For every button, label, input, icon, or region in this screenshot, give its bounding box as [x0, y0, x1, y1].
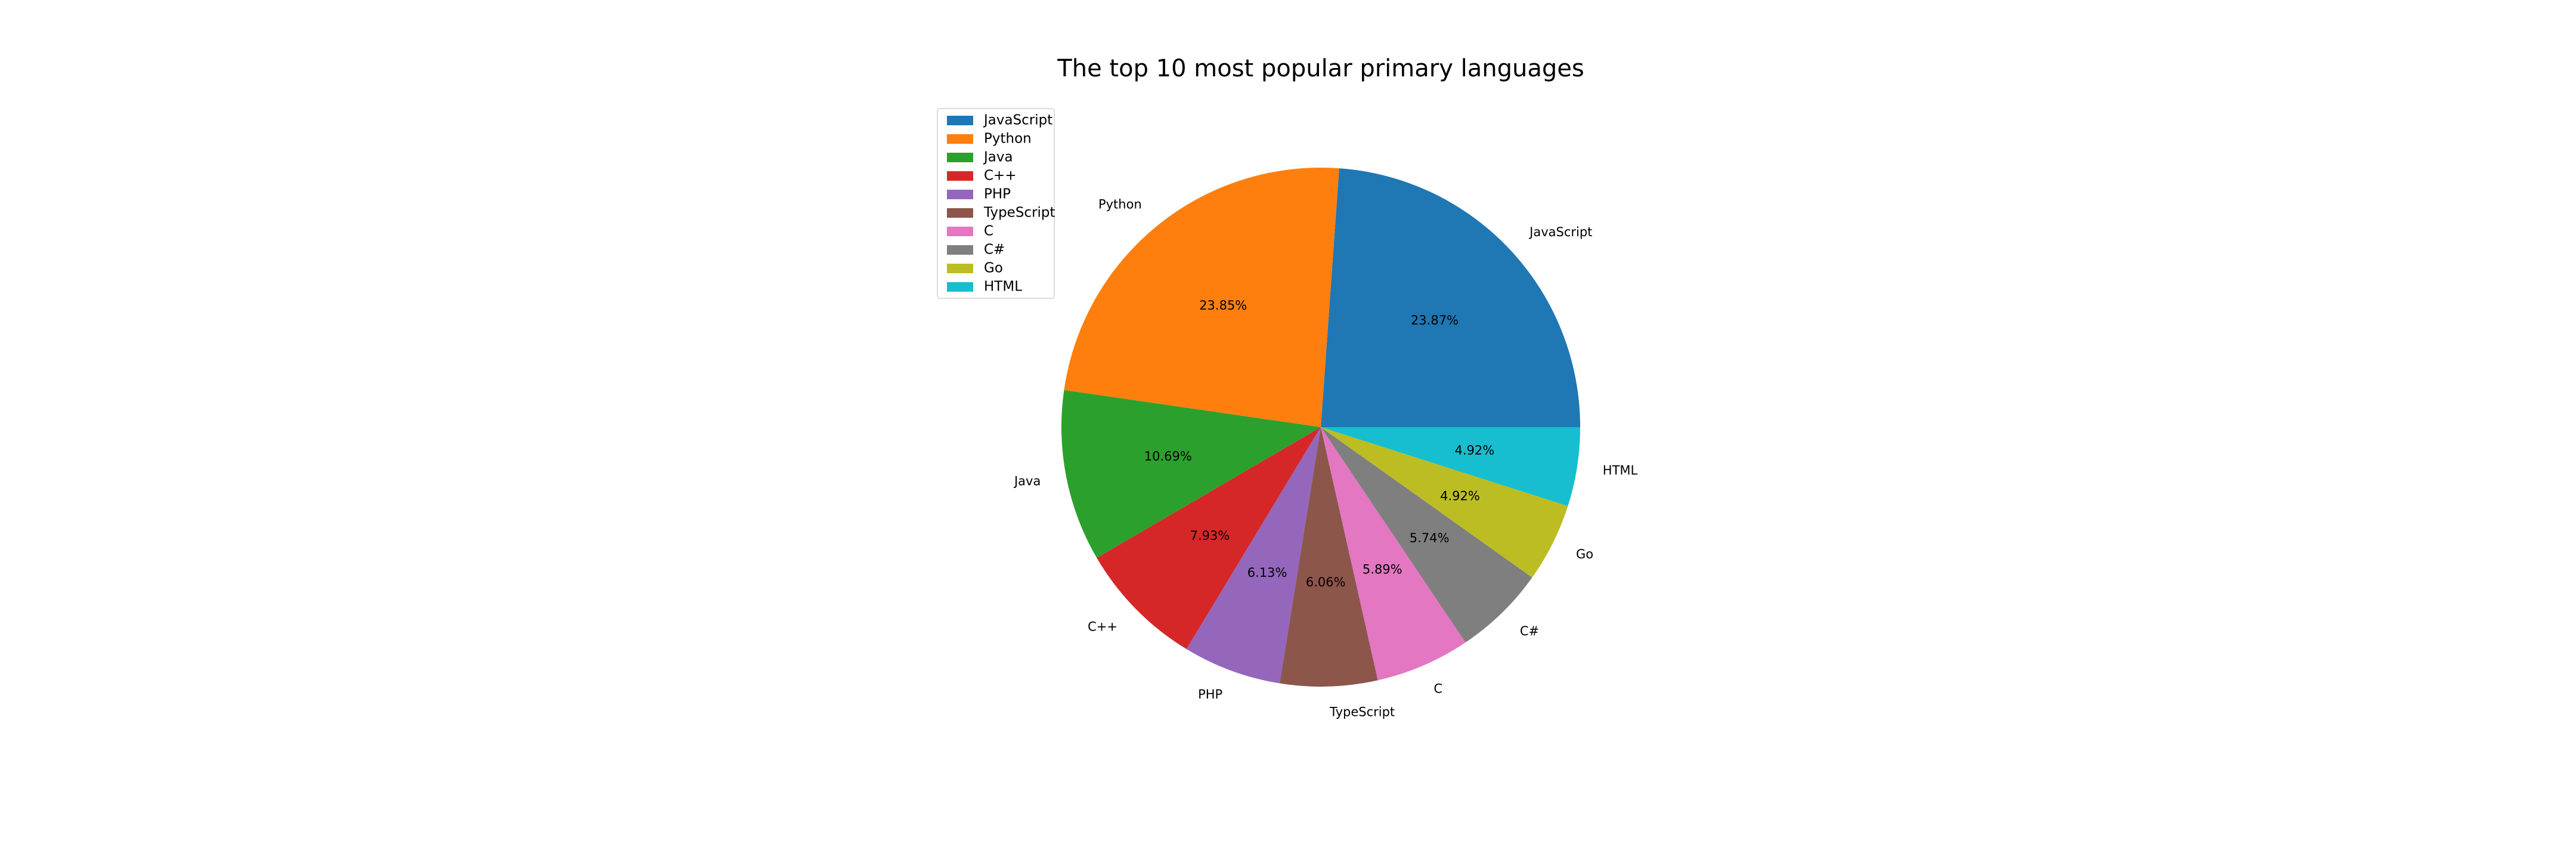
legend-label-python: Python: [984, 131, 1032, 147]
pie-slice-php: [1186, 427, 1321, 684]
pie-slice-java: [1061, 390, 1321, 558]
legend-label-html: HTML: [984, 279, 1022, 295]
pie-slice-html: [1321, 427, 1580, 506]
pie-slice-labels: JavaScript Python Java C++ PHP TypeScript C C# G…: [1013, 197, 1638, 719]
pie-slice-python: [1064, 168, 1339, 427]
legend-items: JavaScript Python Java C++ PHP TypeScript C C# G…: [947, 113, 1055, 295]
pie-slice-c: [1321, 427, 1466, 681]
pie-slice-go: [1321, 427, 1568, 578]
legend-swatch-csharp: [947, 245, 973, 255]
pie-slice-cplusplus: [1097, 427, 1321, 650]
legend-swatch-go: [947, 264, 973, 273]
slice-percent-html: 4.92%: [1455, 443, 1495, 458]
pie-slice-javascript: [1321, 168, 1580, 427]
slice-label-go: Go: [1576, 547, 1593, 561]
slice-label-php: PHP: [1198, 687, 1222, 702]
slice-label-typescript: TypeScript: [1329, 704, 1395, 719]
slice-percent-cplusplus: 7.93%: [1190, 529, 1230, 543]
legend-swatch-c: [947, 227, 973, 236]
pie-slice-typescript: [1280, 427, 1378, 687]
legend-label-c: C: [984, 224, 993, 239]
legend-label-java: Java: [983, 150, 1013, 165]
legend-swatch-typescript: [947, 208, 973, 218]
pie-percent-labels: 23.87% 23.85% 10.69% 7.93% 6.13% 6.06% 5.89% 5.…: [1144, 298, 1494, 589]
legend-swatch-php: [947, 190, 973, 199]
pie-slices: [1061, 168, 1580, 687]
chart-legend: JavaScript Python Java C++ PHP TypeScript C C# G…: [937, 108, 1055, 299]
slice-label-java: Java: [1013, 474, 1041, 489]
legend-swatch-javascript: [947, 116, 973, 125]
slice-percent-java: 10.69%: [1144, 449, 1192, 464]
slice-percent-python: 23.85%: [1199, 298, 1247, 313]
slice-label-javascript: JavaScript: [1528, 225, 1592, 239]
slice-percent-c: 5.89%: [1363, 563, 1402, 577]
legend-swatch-cplusplus: [947, 171, 973, 181]
legend-label-php: PHP: [984, 187, 1011, 202]
slice-label-python: Python: [1098, 197, 1142, 211]
slice-percent-csharp: 5.74%: [1410, 531, 1450, 545]
legend-swatch-python: [947, 134, 973, 144]
legend-label-csharp: C#: [984, 242, 1005, 258]
slice-label-csharp: C#: [1520, 624, 1539, 638]
slice-percent-php: 6.13%: [1247, 566, 1287, 580]
chart-title: The top 10 most popular primary language…: [1057, 55, 1584, 82]
slice-label-html: HTML: [1603, 464, 1638, 478]
slice-label-c: C: [1433, 681, 1442, 696]
legend-swatch-java: [947, 153, 973, 162]
legend-label-go: Go: [984, 261, 1003, 276]
legend-label-javascript: JavaScript: [983, 113, 1052, 128]
slice-percent-go: 4.92%: [1440, 489, 1480, 503]
legend-swatch-html: [947, 282, 973, 292]
legend-label-cplusplus: C++: [984, 168, 1017, 184]
slice-label-cplusplus: C++: [1088, 620, 1117, 634]
pie-slice-csharp: [1321, 427, 1532, 643]
legend-label-typescript: TypeScript: [983, 205, 1055, 221]
slice-percent-javascript: 23.87%: [1411, 313, 1459, 327]
slice-percent-typescript: 6.06%: [1306, 575, 1346, 589]
